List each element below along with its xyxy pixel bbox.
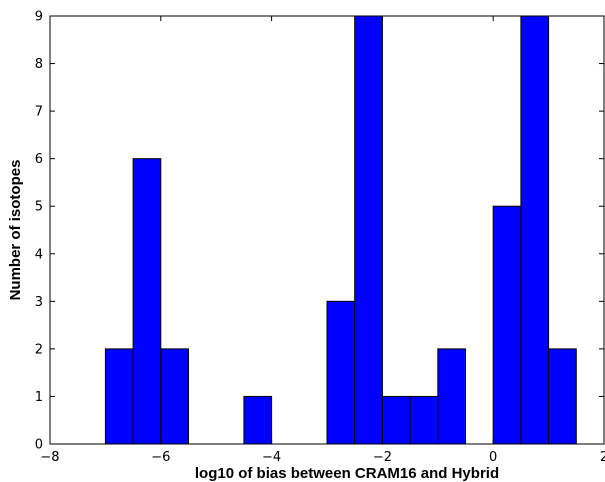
y-tick-label: 3 — [35, 295, 43, 310]
x-tick-label: −4 — [262, 450, 281, 465]
histogram-bar-11 — [548, 348, 577, 445]
y-tick-label: 8 — [35, 57, 43, 72]
histogram-bar-7 — [409, 395, 439, 445]
y-axis-label: Number of isotopes — [7, 160, 24, 301]
histogram-bar-6 — [381, 395, 411, 445]
x-tick-label: 0 — [489, 450, 497, 465]
histogram-bar-8 — [437, 348, 466, 445]
x-axis-label: log10 of bias between CRAM16 and Hybrid — [195, 465, 499, 482]
plot-frame — [49, 15, 605, 445]
histogram-bar-9 — [492, 205, 522, 445]
y-tick-label: 0 — [35, 438, 43, 453]
y-tick-label: 7 — [35, 105, 43, 120]
histogram-bar-2 — [160, 348, 190, 445]
x-axis-ticks: −8 −6 −4 −2 0 2 — [40, 16, 605, 465]
y-tick-label: 2 — [35, 342, 43, 357]
x-tick-label: −6 — [151, 450, 170, 465]
bars-group — [104, 15, 577, 445]
y-tick-label: 1 — [35, 390, 43, 405]
y-tick-label: 5 — [35, 200, 43, 215]
histogram-bar-3 — [243, 395, 273, 445]
histogram-bar-1 — [132, 158, 162, 445]
y-axis-ticks: 0 1 2 3 4 5 6 7 8 9 — [35, 10, 604, 453]
y-tick-label: 4 — [35, 247, 43, 262]
y-tick-label: 6 — [35, 152, 43, 167]
histogram-bar-0 — [104, 348, 134, 445]
histogram-bar-10 — [520, 15, 550, 445]
histogram-bar-5 — [354, 15, 383, 445]
histogram-bar-4 — [326, 300, 356, 445]
x-tick-label: −2 — [373, 450, 392, 465]
x-tick-label: 2 — [600, 450, 605, 465]
y-tick-label: 9 — [35, 10, 43, 25]
x-tick-label: −8 — [40, 450, 59, 465]
